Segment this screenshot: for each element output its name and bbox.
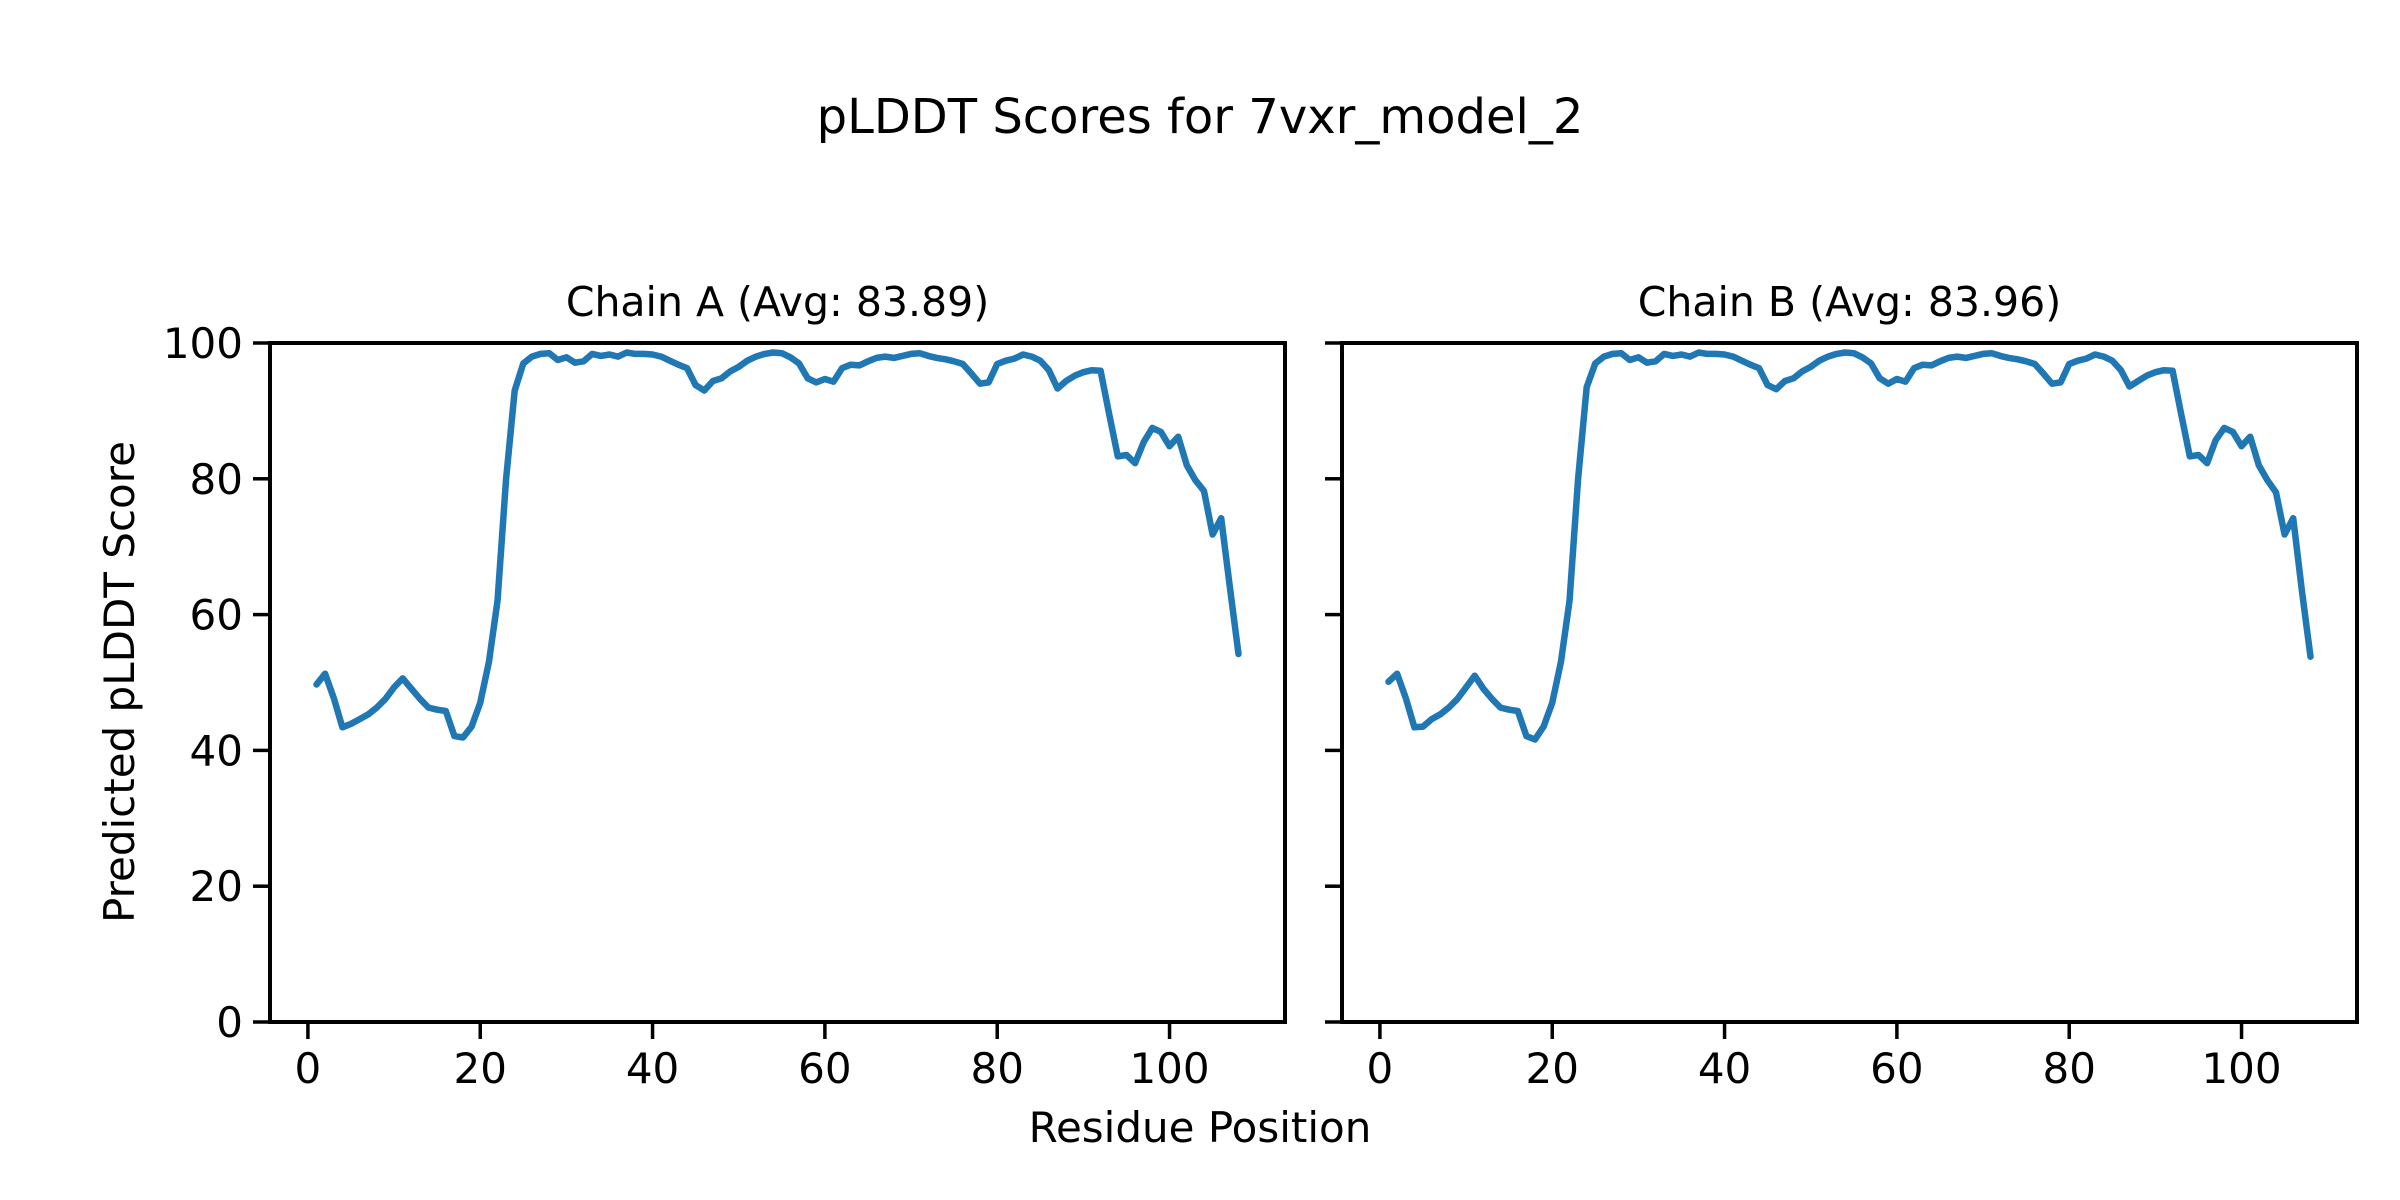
y-tick-label-chain-a: 0	[216, 998, 243, 1047]
x-tick-label-chain-a: 100	[1129, 1044, 1209, 1093]
subplot-title-chain-b: Chain B (Avg: 83.96)	[1637, 278, 2062, 326]
x-tick-label-chain-a: 80	[970, 1044, 1023, 1093]
x-tick-label-chain-b: 0	[1367, 1044, 1394, 1093]
x-tick-label-chain-b: 40	[1698, 1044, 1751, 1093]
y-tick-label-chain-a: 100	[163, 319, 243, 368]
x-tick-label-chain-b: 80	[2042, 1044, 2095, 1093]
x-tick-label-chain-a: 60	[798, 1044, 851, 1093]
plddt-line-chain-a	[313, 349, 1242, 741]
y-tick-label-chain-a: 40	[190, 726, 243, 775]
figure-title: pLDDT Scores for 7vxr_model_2	[816, 89, 1584, 145]
x-tick-label-chain-b: 20	[1526, 1044, 1579, 1093]
y-tick-label-chain-a: 60	[190, 591, 243, 640]
y-axis-label: Predicted pLDDT Score	[94, 441, 144, 923]
subplot-title-chain-a: Chain A (Avg: 83.89)	[565, 278, 990, 326]
plddt-line-chain-b	[1385, 349, 2314, 743]
y-tick-label-chain-a: 20	[190, 862, 243, 911]
y-tick-label-chain-a: 80	[190, 455, 243, 504]
x-tick-label-chain-a: 20	[454, 1044, 507, 1093]
x-tick-label-chain-b: 100	[2201, 1044, 2281, 1093]
x-axis-label: Residue Position	[1028, 1103, 1372, 1152]
plot-frame-chain-a	[268, 341, 1287, 1024]
x-tick-label-chain-a: 0	[295, 1044, 322, 1093]
x-tick-label-chain-a: 40	[626, 1044, 679, 1093]
x-tick-label-chain-b: 60	[1870, 1044, 1923, 1093]
plot-frame-chain-b	[1340, 341, 2359, 1024]
